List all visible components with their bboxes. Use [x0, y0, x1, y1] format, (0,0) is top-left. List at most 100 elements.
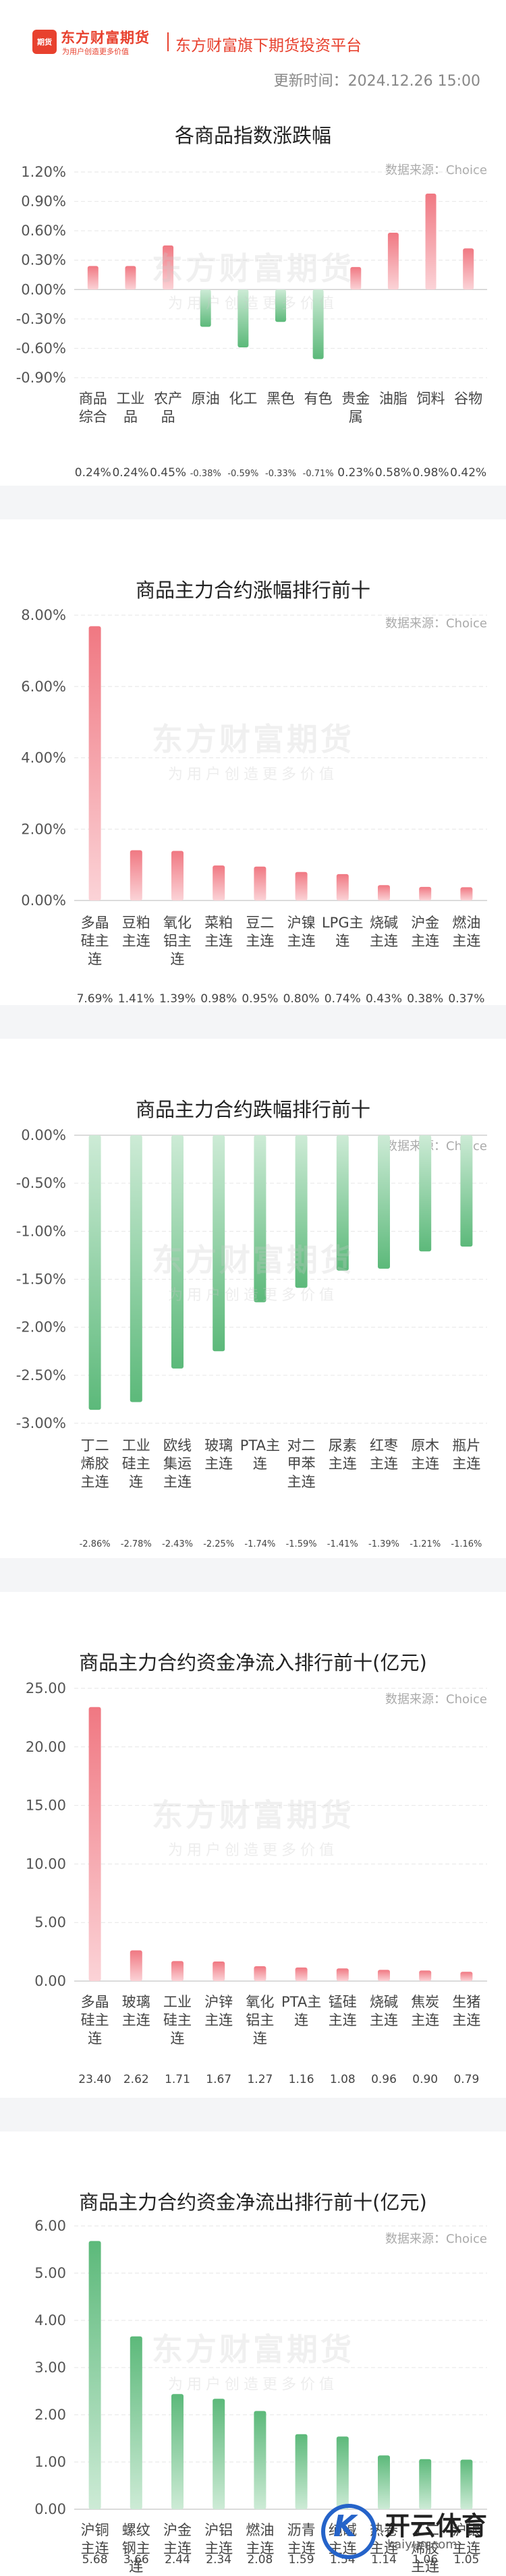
- category-label-line: 生猪: [452, 1994, 480, 2010]
- category-label: 燃油主连: [246, 2522, 274, 2556]
- category-label-line: 主连: [329, 2012, 357, 2028]
- y-tick-label: 0.60%: [21, 223, 66, 239]
- bar: [163, 245, 174, 290]
- value-label: 0.58%: [375, 466, 412, 480]
- chart-svg: 1.20% 0.90% 0.60% 0.30% 0.00% -0.30% -0.60% -0.…: [16, 164, 487, 480]
- y-tick-label: -0.30%: [16, 311, 66, 327]
- kaiyun-logo-url: kaiyun.com: [387, 2538, 457, 2552]
- value-label: -0.38%: [190, 469, 221, 479]
- category-label-line: 氧化: [246, 1994, 274, 2010]
- category-label-line: 硅主: [81, 2012, 109, 2028]
- y-tick-label: 0.90%: [21, 194, 66, 210]
- bar: [88, 2241, 101, 2509]
- bar: [378, 1970, 390, 1981]
- category-label-line: 主连: [81, 1474, 109, 1490]
- category-label-line: PTA主: [281, 1994, 321, 2010]
- value-label: 1.39%: [159, 992, 196, 1006]
- category-label: LPG主连: [322, 915, 364, 949]
- category-label-line: 连: [294, 2012, 308, 2028]
- bar: [460, 1972, 473, 1981]
- category-label-line: 连: [129, 2558, 143, 2575]
- value-label: 2.62: [123, 2073, 149, 2086]
- y-tick-label: 25.00: [26, 1680, 66, 1696]
- category-label-line: 对二: [287, 1437, 316, 1454]
- category-label-line: 商品: [79, 391, 107, 407]
- y-tick-label: -3.00%: [16, 1415, 66, 1431]
- category-label: 螺纹钢主连: [122, 2522, 150, 2575]
- category-label: 丁二烯胶主连: [81, 1437, 109, 1490]
- category-label: 焦炭主连: [411, 1994, 439, 2028]
- category-label-line: 主连: [204, 933, 233, 949]
- category-label: 贵金属: [341, 391, 370, 425]
- bar: [88, 626, 101, 900]
- category-label-line: 主连: [204, 1456, 233, 1472]
- category-label-line: 连: [253, 2030, 267, 2047]
- bar: [87, 266, 99, 290]
- value-label: 1.06: [412, 2553, 438, 2567]
- category-label-line: 燃油: [452, 915, 480, 931]
- bar: [463, 248, 474, 290]
- category-label-line: 豆二: [246, 915, 274, 931]
- category-label: 沪银主连: [452, 2522, 480, 2556]
- category-label-line: 主连: [329, 1456, 357, 1472]
- chart-svg: 25.0020.0015.0010.005.000.00多晶硅主连23.40玻璃…: [26, 1680, 487, 2086]
- kaiyun-logo-name: 开云体育: [385, 2511, 488, 2541]
- y-tick-label: 2.00%: [21, 821, 66, 837]
- section-gap: [0, 1558, 506, 1592]
- platform-title: 东方财富旗下期货投资平台: [175, 37, 362, 55]
- category-label: 豆粕主连: [122, 915, 150, 949]
- y-tick-label: 0.00: [34, 1973, 66, 1989]
- bar: [213, 865, 225, 900]
- category-label: 菜粕主连: [204, 915, 233, 949]
- category-label-line: 连: [335, 933, 349, 949]
- value-label: -2.25%: [203, 1539, 234, 1549]
- category-label-line: 主连: [163, 2540, 192, 2556]
- category-label-line: 主连: [246, 933, 274, 949]
- chart-svg: 6.005.004.003.002.001.000.00沪铜主连5.68螺纹钢主…: [34, 2218, 487, 2575]
- bar: [237, 289, 249, 347]
- bar: [387, 233, 399, 290]
- category-label-line: 主连: [163, 1474, 192, 1490]
- category-label-line: 谷物: [454, 391, 482, 407]
- category-label-line: 主连: [122, 2012, 150, 2028]
- bar: [130, 850, 142, 900]
- category-label-line: 豆粕: [122, 915, 150, 931]
- category-label: 锰硅主连: [329, 1994, 357, 2028]
- category-label: 玻璃主连: [122, 1994, 150, 2028]
- value-label: -1.74%: [244, 1539, 275, 1549]
- data-source-label: 数据来源：Choice: [385, 163, 487, 177]
- value-label: 0.98%: [200, 992, 237, 1006]
- brand-logo-icon: 期货: [32, 30, 57, 54]
- bar: [419, 2459, 432, 2509]
- category-label: 谷物: [454, 391, 482, 407]
- category-label-line: 沪金: [411, 915, 439, 931]
- category-label: 有色: [304, 391, 333, 407]
- category-label: 氧化铝主连: [163, 915, 192, 967]
- category-label: 沥青主连: [287, 2522, 316, 2556]
- y-tick-label: 1.00: [34, 2454, 66, 2470]
- data-source-label: 数据来源：Choice: [385, 2232, 487, 2246]
- bar: [254, 1135, 266, 1303]
- bar: [460, 1135, 473, 1247]
- category-label-line: 钢主: [122, 2540, 150, 2556]
- bar: [171, 851, 184, 900]
- category-label: 农产品: [154, 391, 182, 425]
- category-label: 黑色: [266, 391, 295, 407]
- value-label: 1.41%: [118, 992, 154, 1006]
- value-label: 0.24%: [75, 466, 111, 480]
- category-label-line: 主连: [411, 2012, 439, 2028]
- y-tick-label: 6.00: [34, 2218, 66, 2234]
- category-label-line: 有色: [304, 391, 333, 407]
- category-label-line: 沥青: [287, 2522, 316, 2538]
- y-tick-label: 0.00%: [21, 892, 66, 909]
- value-label: 1.08: [330, 2073, 356, 2086]
- value-label: 2.34: [206, 2553, 231, 2567]
- category-label-line: 欧线: [163, 1437, 192, 1454]
- category-label-line: 螺纹: [122, 2522, 150, 2538]
- category-label: 沪铜主连: [81, 2522, 109, 2556]
- category-label-line: 沪镍: [287, 915, 316, 931]
- y-tick-label: -2.00%: [16, 1319, 66, 1336]
- value-label: 0.74%: [325, 992, 361, 1006]
- category-label-line: 主连: [452, 2540, 480, 2556]
- value-label: 0.24%: [112, 466, 148, 480]
